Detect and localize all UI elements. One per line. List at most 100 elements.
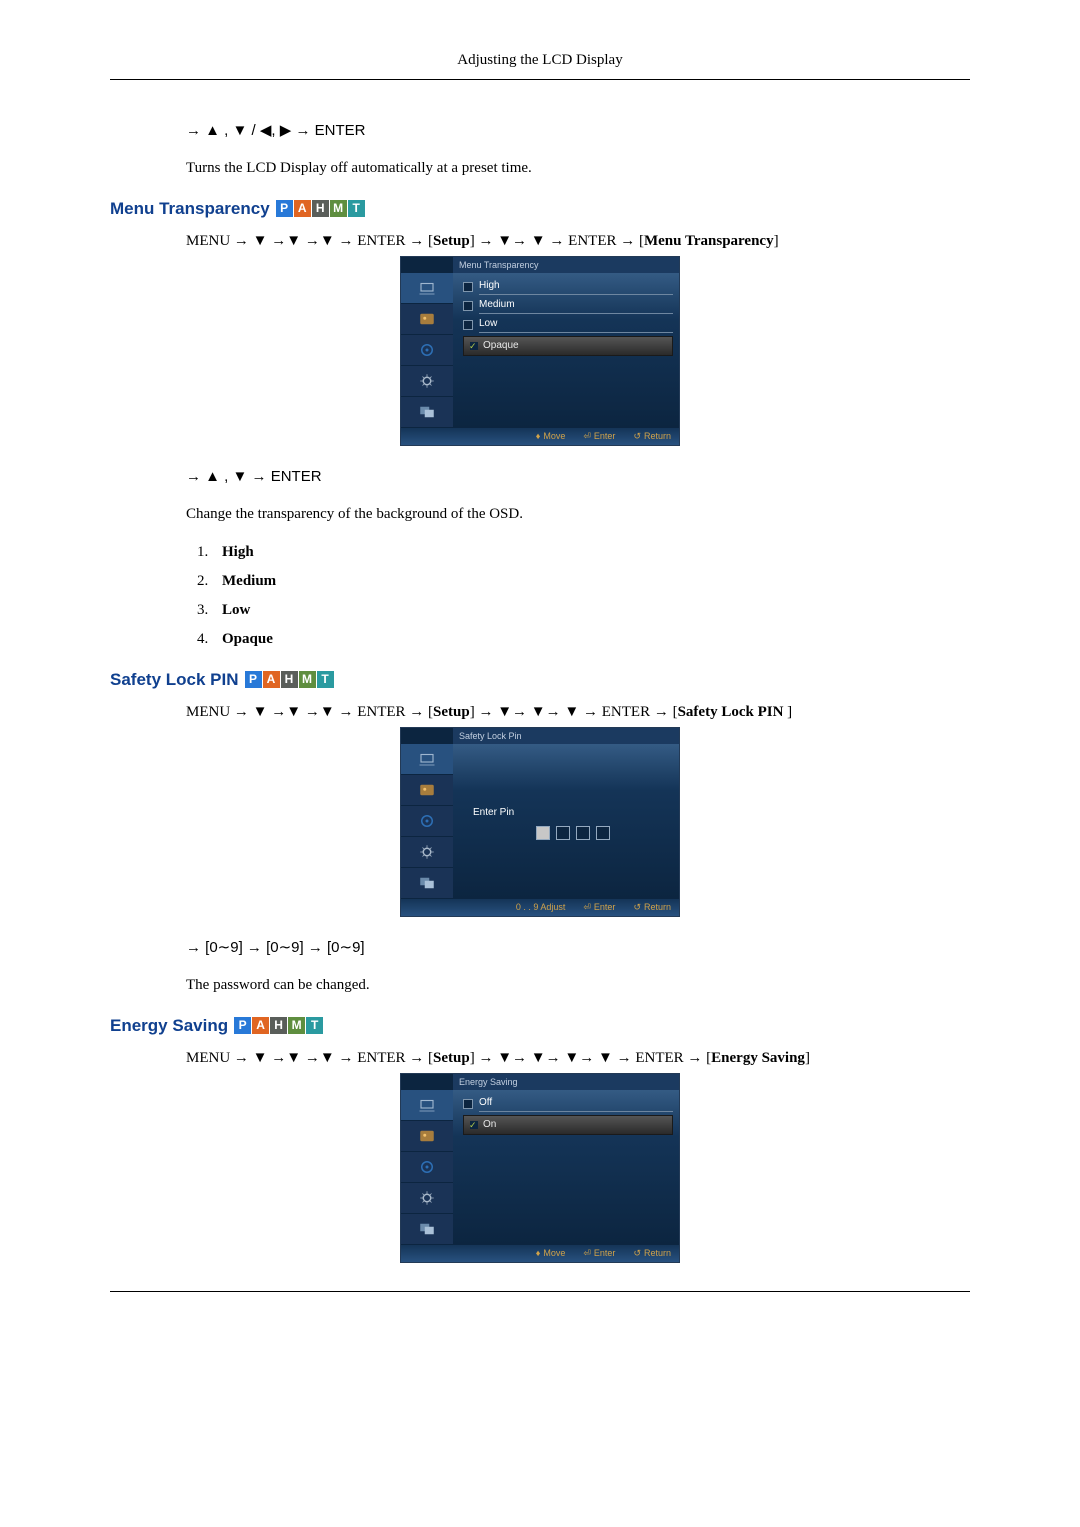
osd-option-label: High bbox=[479, 279, 673, 295]
enter-pin-label: Enter Pin bbox=[473, 806, 673, 820]
osd-side-sound-icon bbox=[401, 1152, 453, 1183]
osd-side-picture-icon bbox=[401, 304, 453, 335]
osd-title: Energy Saving bbox=[453, 1074, 679, 1091]
pin-boxes bbox=[473, 826, 673, 840]
menu-path: MENU → ▼ →▼ →▼ → ENTER → [Setup] → ▼→ ▼→… bbox=[186, 702, 970, 723]
menu-path: MENU → ▼ →▼ →▼ → ENTER → [Setup] → ▼→ ▼→… bbox=[186, 1048, 970, 1069]
osd-option-label: Off bbox=[479, 1096, 673, 1112]
list-bold: High bbox=[222, 544, 254, 560]
badge-m: M bbox=[330, 200, 347, 217]
badge-p: P bbox=[276, 200, 293, 217]
pin-box bbox=[536, 826, 550, 840]
footer-rule bbox=[110, 1291, 970, 1292]
osd-side-setup-icon bbox=[401, 366, 453, 397]
page-header: Adjusting the LCD Display bbox=[110, 50, 970, 80]
section-title: Safety Lock PIN bbox=[110, 668, 239, 692]
path-seg: ] → ▼→ ▼→ ▼→ ▼ → ENTER → [ bbox=[470, 1050, 711, 1066]
osd-side-multi-icon bbox=[401, 868, 453, 899]
check-icon bbox=[463, 320, 473, 330]
path-seg: MENU → ▼ →▼ →▼ → ENTER → [ bbox=[186, 704, 433, 720]
footer-return: ↺Return bbox=[633, 1247, 671, 1260]
path-seg: ] bbox=[805, 1050, 810, 1066]
footer-return: ↺Return bbox=[633, 901, 671, 914]
footer-enter: ⏎Enter bbox=[583, 430, 615, 443]
badge-a: A bbox=[263, 671, 280, 688]
list-bold: Opaque bbox=[222, 631, 273, 647]
badge-t: T bbox=[317, 671, 334, 688]
path-bold: Energy Saving bbox=[711, 1050, 805, 1066]
path-bold: Setup bbox=[433, 1050, 470, 1066]
transparency-options-list: High Medium Low Opaque bbox=[212, 542, 970, 650]
list-item: Medium bbox=[212, 571, 970, 592]
osd-option-opaque: Opaque bbox=[463, 336, 673, 356]
check-icon bbox=[470, 342, 478, 350]
nav-instruction: → [0∼9] → [0∼9] → [0∼9] bbox=[186, 937, 970, 958]
badge-a: A bbox=[252, 1017, 269, 1034]
check-icon bbox=[470, 1121, 478, 1129]
badge-h: H bbox=[270, 1017, 287, 1034]
footer-enter: ⏎Enter bbox=[583, 901, 615, 914]
osd-safety-lock: Safety Lock Pin Enter Pin bbox=[400, 727, 680, 917]
auto-off-desc: Turns the LCD Display off automatically … bbox=[186, 158, 970, 179]
osd-side-picture-icon bbox=[401, 1121, 453, 1152]
menu-path: MENU → ▼ →▼ →▼ → ENTER → [Setup] → ▼→ ▼ … bbox=[186, 231, 970, 252]
osd-side-setup-icon bbox=[401, 837, 453, 868]
osd-option-low: Low bbox=[463, 317, 673, 333]
footer-move: ♦Move bbox=[536, 430, 566, 443]
osd-side-setup-icon bbox=[401, 1183, 453, 1214]
path-seg: MENU → ▼ →▼ →▼ → ENTER → [ bbox=[186, 1050, 433, 1066]
path-seg: ] bbox=[774, 233, 779, 249]
section-title: Energy Saving bbox=[110, 1014, 228, 1038]
osd-sidebar bbox=[401, 273, 453, 428]
pin-box bbox=[596, 826, 610, 840]
footer-enter: ⏎Enter bbox=[583, 1247, 615, 1260]
osd-sidebar bbox=[401, 1090, 453, 1245]
path-bold: Menu Transparency bbox=[644, 233, 774, 249]
section-safety-lock: Safety Lock PIN P A H M T bbox=[110, 668, 970, 692]
osd-body: Off On bbox=[401, 1090, 679, 1245]
pin-desc: The password can be changed. bbox=[186, 975, 970, 996]
page: Adjusting the LCD Display → ▲ , ▼ / ◀, ▶… bbox=[0, 0, 1080, 1527]
osd-menu-transparency: Menu Transparency High Medium Low Opaque… bbox=[400, 256, 680, 446]
badge-m: M bbox=[299, 671, 316, 688]
list-item: Opaque bbox=[212, 629, 970, 650]
path-seg: ] → ▼→ ▼ → ENTER → [ bbox=[470, 233, 644, 249]
osd-option-label: On bbox=[483, 1118, 496, 1132]
osd-side-multi-icon bbox=[401, 397, 453, 428]
pin-box bbox=[556, 826, 570, 840]
osd-body: High Medium Low Opaque bbox=[401, 273, 679, 428]
nav-instruction: → ▲ , ▼ / ◀, ▶ → ENTER bbox=[186, 120, 970, 141]
mode-badges: P A H M T bbox=[234, 1017, 323, 1034]
badge-h: H bbox=[312, 200, 329, 217]
pin-box bbox=[576, 826, 590, 840]
osd-title: Safety Lock Pin bbox=[453, 728, 679, 745]
path-seg: ] bbox=[787, 704, 792, 720]
list-item: High bbox=[212, 542, 970, 563]
osd-main: Enter Pin bbox=[453, 744, 679, 899]
osd-side-input-icon bbox=[401, 273, 453, 304]
osd-sidebar bbox=[401, 744, 453, 899]
transparency-desc: Change the transparency of the backgroun… bbox=[186, 504, 970, 525]
osd-side-multi-icon bbox=[401, 1214, 453, 1245]
list-item: Low bbox=[212, 600, 970, 621]
section-energy-saving: Energy Saving P A H M T bbox=[110, 1014, 970, 1038]
list-bold: Medium bbox=[222, 573, 276, 589]
osd-option-label: Medium bbox=[479, 298, 673, 314]
osd-option-on: On bbox=[463, 1115, 673, 1135]
path-bold: Setup bbox=[433, 233, 470, 249]
footer-return: ↺Return bbox=[633, 430, 671, 443]
check-icon bbox=[463, 301, 473, 311]
osd-side-picture-icon bbox=[401, 775, 453, 806]
badge-p: P bbox=[245, 671, 262, 688]
osd-main: High Medium Low Opaque bbox=[453, 273, 679, 428]
nav-instruction: → ▲ , ▼ → ENTER bbox=[186, 466, 970, 487]
path-bold: Setup bbox=[433, 704, 470, 720]
osd-footer: 0 . . 9 Adjust ⏎Enter ↺Return bbox=[401, 899, 679, 916]
check-icon bbox=[463, 1099, 473, 1109]
badge-p: P bbox=[234, 1017, 251, 1034]
mode-badges: P A H M T bbox=[245, 671, 334, 688]
osd-energy-saving: Energy Saving Off On ♦Move ⏎Enter ↺Retur… bbox=[400, 1073, 680, 1263]
osd-footer: ♦Move ⏎Enter ↺Return bbox=[401, 1245, 679, 1262]
badge-m: M bbox=[288, 1017, 305, 1034]
path-seg: MENU → ▼ →▼ →▼ → ENTER → [ bbox=[186, 233, 433, 249]
